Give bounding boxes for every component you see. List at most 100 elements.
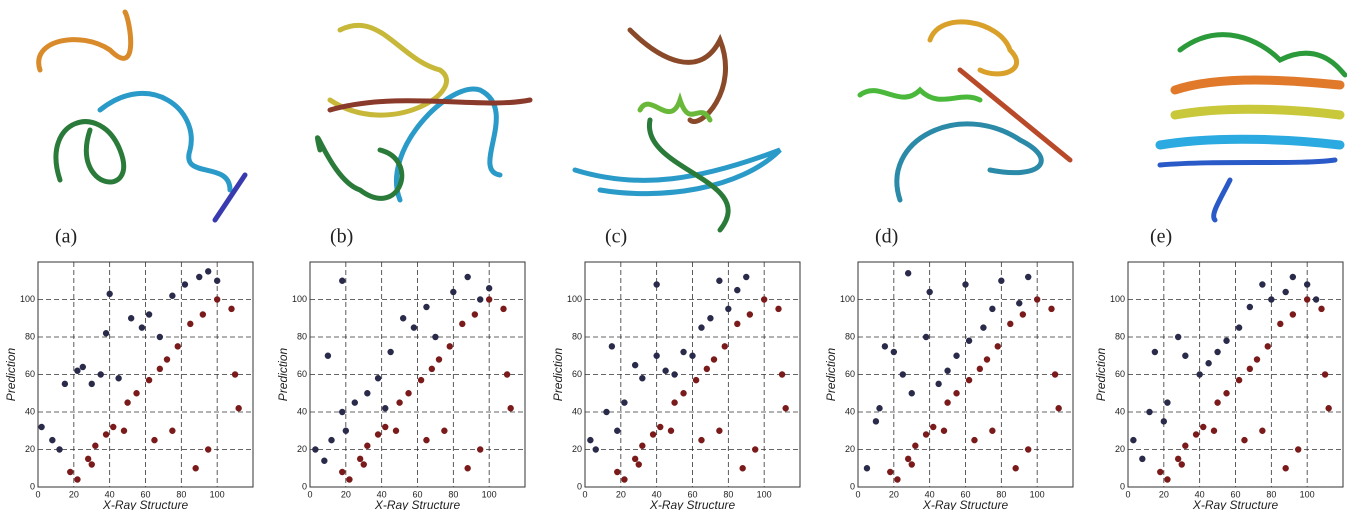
contact-point [900,371,906,377]
contact-point [1236,377,1242,383]
contact-point [689,353,695,359]
y-tick-label: 0 [30,481,35,491]
x-tick-label: 20 [1159,489,1169,499]
x-tick-label: 100 [757,489,772,499]
y-tick-label: 0 [1120,481,1125,491]
contact-point [1265,343,1271,349]
contact-map: 020406080100020406080100X-Ray StructureP… [551,262,800,510]
contact-point [486,296,492,302]
contact-point [464,465,470,471]
y-tick-label: 80 [845,331,855,341]
panel-label: (b) [330,226,353,248]
contact-point [169,293,175,299]
contact-point [621,476,627,482]
contact-point [926,289,932,295]
y-tick-label: 100 [567,294,582,304]
contact-point [632,456,638,462]
contact-point [67,469,73,475]
contact-point [364,443,370,449]
contact-point [989,306,995,312]
y-tick-label: 60 [845,369,855,379]
contact-point [38,424,44,430]
contact-point [382,424,388,430]
contact-point [747,311,753,317]
contact-point [464,274,470,280]
panel-label: (d) [875,226,898,248]
protein-structures [39,12,1345,230]
contact-point [1161,418,1167,424]
contact-point [698,437,704,443]
contact-point [1179,461,1185,467]
protein-ribbon [640,100,710,120]
protein-ribbon [897,124,1041,200]
contact-point [164,356,170,362]
contact-point [775,306,781,312]
contact-point [891,349,897,355]
contact-point [977,366,983,372]
contact-point [228,306,234,312]
y-tick-label: 60 [297,369,307,379]
y-tick-label: 40 [25,406,35,416]
y-axis-label: Prediction [824,348,838,402]
contact-point [662,368,668,374]
protein-ribbon [1180,35,1345,75]
contact-point [200,311,206,317]
contact-point [725,306,731,312]
protein-ribbon [1160,160,1335,220]
contact-point [405,390,411,396]
contact-point [609,343,615,349]
contact-point [151,437,157,443]
contact-point [1282,289,1288,295]
contact-point [1223,338,1229,344]
contact-point [1157,469,1163,475]
x-tick-label: 100 [210,489,225,499]
contact-point [912,443,918,449]
contact-point [1247,304,1253,310]
contact-point [632,362,638,368]
contact-point [722,343,728,349]
contact-point [459,321,465,327]
contact-point [1205,360,1211,366]
contact-point [980,324,986,330]
contact-point [909,390,915,396]
contact-point [989,428,995,434]
contact-point [375,431,381,437]
contact-point [1012,465,1018,471]
contact-point [593,446,599,452]
y-axis-label: Prediction [1094,348,1108,402]
contact-point [1254,356,1260,362]
y-tick-label: 40 [845,406,855,416]
contact-point [1182,353,1188,359]
contact-point [1214,399,1220,405]
contact-point [74,368,80,374]
contact-point [1304,296,1310,302]
contact-point [887,469,893,475]
contact-point [382,405,388,411]
y-tick-label: 20 [25,444,35,454]
contact-point [761,296,767,302]
contact-point [357,456,363,462]
contact-point [1295,446,1301,452]
contact-point [1025,446,1031,452]
contact-point [1175,334,1181,340]
contact-point [941,428,947,434]
contact-point [121,428,127,434]
contact-point [235,405,241,411]
y-tick-label: 80 [25,331,35,341]
contact-point [364,390,370,396]
contact-point [1268,296,1274,302]
x-tick-label: 0 [855,489,860,499]
contact-point [704,366,710,372]
x-tick-label: 0 [582,489,587,499]
y-tick-label: 0 [302,481,307,491]
contact-point [205,446,211,452]
contact-point [966,377,972,383]
protein-ribbon [1175,109,1340,115]
contact-point [971,437,977,443]
contact-point [361,461,367,467]
contact-point [930,424,936,430]
x-tick-label: 20 [341,489,351,499]
contact-point [1318,306,1324,312]
contact-point [205,268,211,274]
